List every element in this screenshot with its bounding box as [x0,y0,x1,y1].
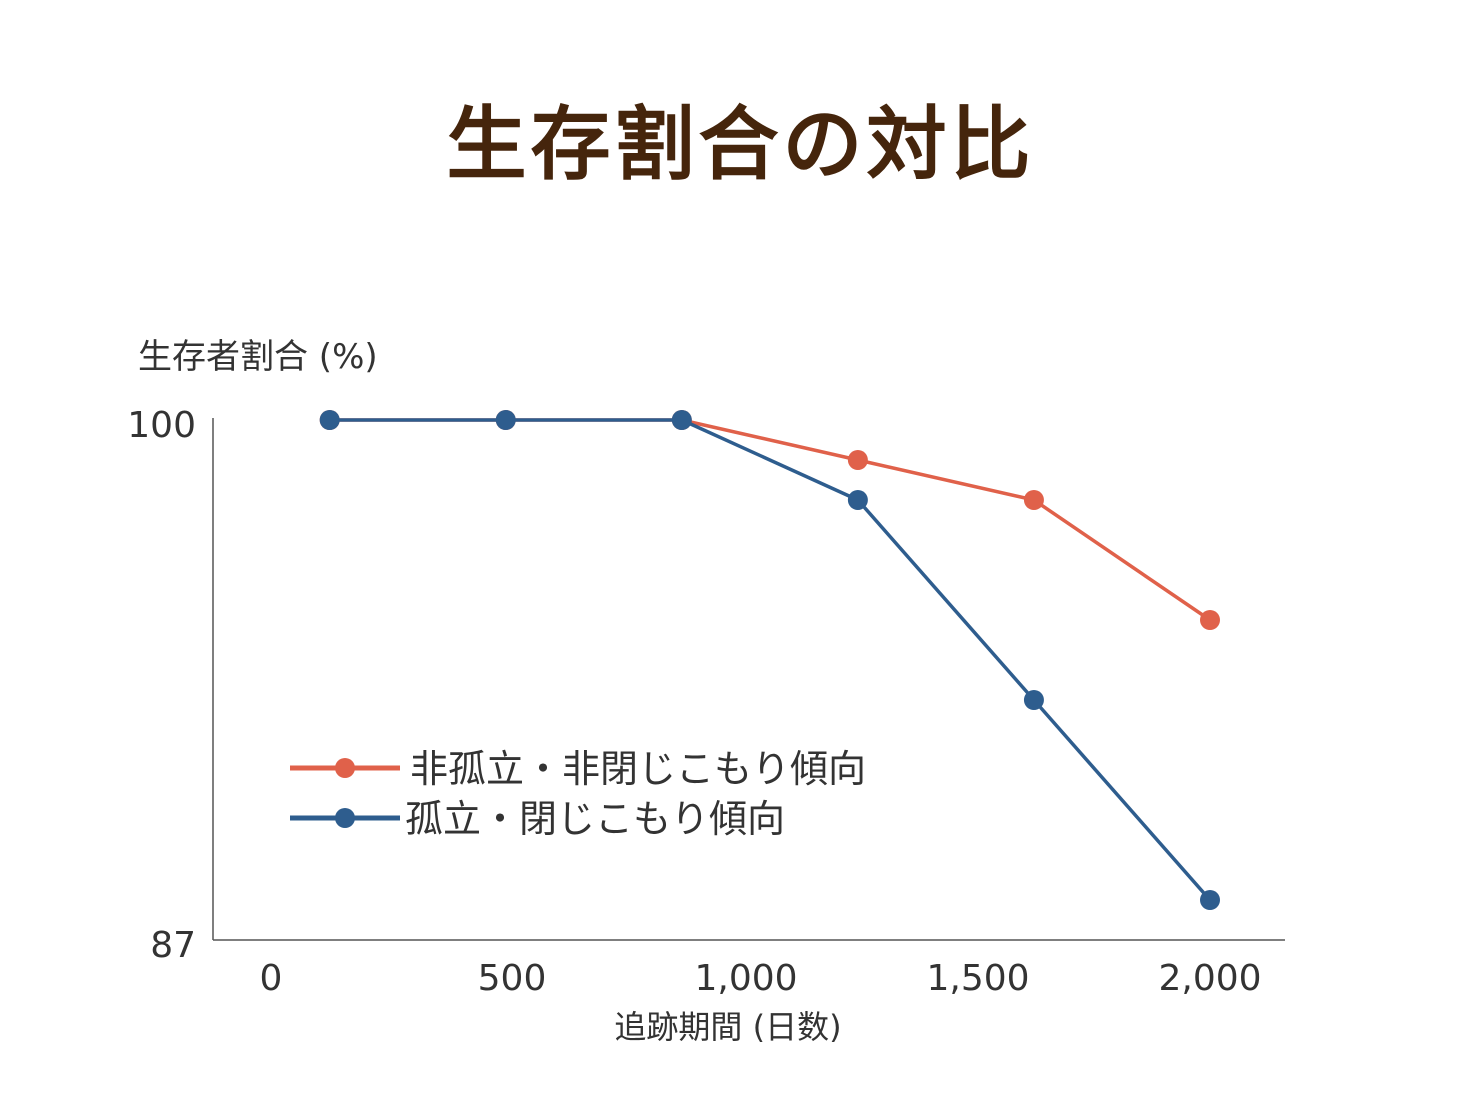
x-tick-label-500: 500 [478,958,547,999]
series-line-isolated-segment-2 [681,418,859,502]
legend-marker-isolated [335,808,355,828]
data-point-isolated-5 [1200,890,1220,910]
data-point-non-isolated-3 [847,450,868,470]
data-point-non-isolated-5 [1200,610,1220,630]
data-point-non-isolated-4 [1023,490,1044,510]
series-line-isolated-segment-4 [1032,698,1212,902]
x-axis-label: 追跡期間 (日数) [614,1008,841,1046]
data-point-isolated-1 [495,410,516,430]
x-tick-label-0: 0 [260,958,283,999]
legend-label-isolated: 孤立・閉じこもり傾向 [405,797,785,841]
series-line-isolated-segment-3 [856,498,1036,702]
data-point-isolated-0 [319,410,340,430]
data-point-isolated-2 [671,410,692,430]
y-tick-label-87: 87 [150,925,196,966]
legend: 非孤立・非閉じこもり傾向 孤立・閉じこもり傾向 [290,747,866,841]
legend-label-non-isolated: 非孤立・非閉じこもり傾向 [410,747,866,791]
x-tick-label-1000: 1,000 [694,958,797,999]
x-tick-label-2000: 2,000 [1158,958,1261,999]
series-line-non-isolated-segment-3 [857,458,1035,502]
legend-marker-non-isolated [335,758,355,778]
x-tick-label-1500: 1,500 [926,958,1029,999]
y-axis-label: 生存者割合 (%) [138,337,378,377]
data-point-isolated-3 [847,490,868,510]
series-layer [319,410,1220,910]
series-line-non-isolated-segment-4 [1032,498,1211,622]
series-line-non-isolated-segment-2 [681,418,859,462]
data-point-isolated-4 [1023,690,1044,710]
y-tick-label-100: 100 [127,405,196,446]
chart-title: 生存割合の対比 [446,98,1035,191]
